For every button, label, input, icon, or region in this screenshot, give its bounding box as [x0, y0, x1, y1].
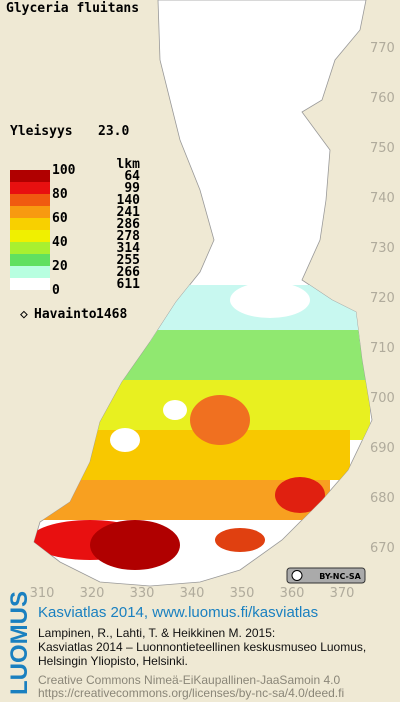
x-grid-label: 330 — [130, 586, 155, 601]
occurrence-areas — [34, 282, 370, 570]
y-grid-label: 680 — [370, 491, 395, 506]
y-grid-label: 690 — [370, 441, 395, 456]
legend-scale-label: 80 — [52, 187, 68, 202]
observation-label: Havainto — [34, 307, 97, 322]
legend-swatch — [10, 218, 50, 230]
observation-symbol: ◇ — [20, 307, 28, 322]
citation-line: Helsingin Yliopisto, Helsinki. — [38, 654, 188, 668]
x-grid-label: 340 — [180, 586, 205, 601]
y-grid-label: 760 — [370, 91, 395, 106]
x-grid-label: 370 — [330, 586, 355, 601]
title: Glyceria fluitans — [6, 1, 139, 16]
legend-count: 99 — [124, 181, 140, 196]
footer-bg — [0, 598, 400, 702]
x-grid-label: 320 — [80, 586, 105, 601]
legend-swatch — [10, 254, 50, 266]
legend-swatch — [10, 230, 50, 242]
license-line: https://creativecommons.org/licenses/by-… — [38, 686, 344, 700]
legend-scale-label: 0 — [52, 283, 60, 298]
x-grid-label: 360 — [280, 586, 305, 601]
footer-link[interactable]: Kasviatlas 2014, www.luomus.fi/kasviatla… — [38, 604, 318, 621]
x-grid-label: 350 — [230, 586, 255, 601]
legend-swatch — [10, 182, 50, 194]
legend-count: 64 — [124, 169, 140, 184]
legend-header: lkm — [117, 157, 141, 172]
y-grid-label: 710 — [370, 341, 395, 356]
frequency-label: Yleisyys — [10, 124, 73, 139]
legend-count: 286 — [117, 217, 141, 232]
legend-swatch — [10, 242, 50, 254]
legend-count: 611 — [117, 277, 141, 292]
y-grid-label: 720 — [370, 291, 395, 306]
legend-swatch — [10, 170, 50, 182]
legend-swatch — [10, 266, 50, 278]
observation-count: 1468 — [96, 307, 127, 322]
legend-count: 140 — [117, 193, 141, 208]
legend-count: 255 — [117, 253, 140, 268]
brand: LUOMUS — [6, 591, 33, 695]
x-grid-label: 310 — [30, 586, 55, 601]
legend-count: 241 — [117, 205, 141, 220]
legend-scale-label: 100 — [52, 163, 76, 178]
citation-line: Lampinen, R., Lahti, T. & Heikkinen M. 2… — [38, 626, 275, 640]
legend-count: 278 — [117, 229, 141, 244]
y-grid-label: 730 — [370, 241, 395, 256]
frequency-value: 23.0 — [98, 124, 129, 139]
license-line: Creative Commons Nimeä-EiKaupallinen-Jaa… — [38, 673, 340, 687]
legend-count: 266 — [117, 265, 141, 280]
y-grid-label: 670 — [370, 541, 395, 556]
license-text: BY-NC-SA — [319, 572, 361, 581]
legend-swatch — [10, 206, 50, 218]
y-grid-label: 700 — [370, 391, 395, 406]
citation-line: Kasviatlas 2014 – Luonnontieteellinen ke… — [38, 640, 366, 654]
legend-scale-label: 40 — [52, 235, 68, 250]
legend-count: 314 — [117, 241, 141, 256]
legend-swatch — [10, 278, 50, 290]
legend-scale-label: 60 — [52, 211, 68, 226]
y-grid-label: 750 — [370, 141, 395, 156]
license-badge: BY-NC-SA — [286, 567, 366, 584]
y-grid-label: 770 — [370, 41, 395, 56]
y-grid-label: 740 — [370, 191, 395, 206]
legend-swatch — [10, 194, 50, 206]
legend-scale-label: 20 — [52, 259, 68, 274]
